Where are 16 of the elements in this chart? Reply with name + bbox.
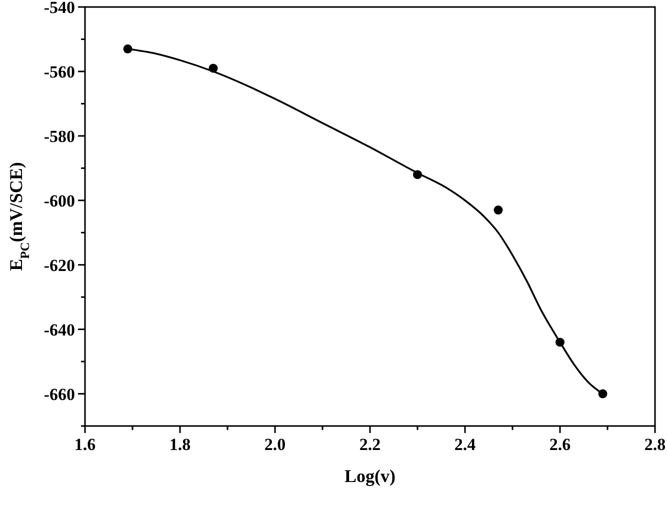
x-tick-label: 2.2 — [359, 435, 381, 454]
y-tick-label: -580 — [44, 126, 75, 146]
y-tick-label: -560 — [44, 62, 75, 82]
x-tick-label: 2.8 — [644, 435, 666, 454]
x-tick-label: 2.0 — [264, 435, 286, 454]
x-tick-label: 2.4 — [454, 435, 476, 454]
x-tick-label: 1.6 — [74, 435, 96, 454]
y-tick-label: -620 — [44, 256, 75, 275]
y-tick-label: -640 — [44, 320, 75, 340]
point — [494, 206, 503, 215]
x-tick-label: 2.6 — [549, 435, 571, 454]
y-tick-label: -660 — [44, 384, 75, 404]
y-tick-label: -600 — [44, 191, 75, 210]
x-axis-title: Log(v) — [344, 466, 396, 486]
y-tick-label: -540 — [44, 0, 75, 17]
x-tick-label: 1.8 — [169, 435, 191, 454]
